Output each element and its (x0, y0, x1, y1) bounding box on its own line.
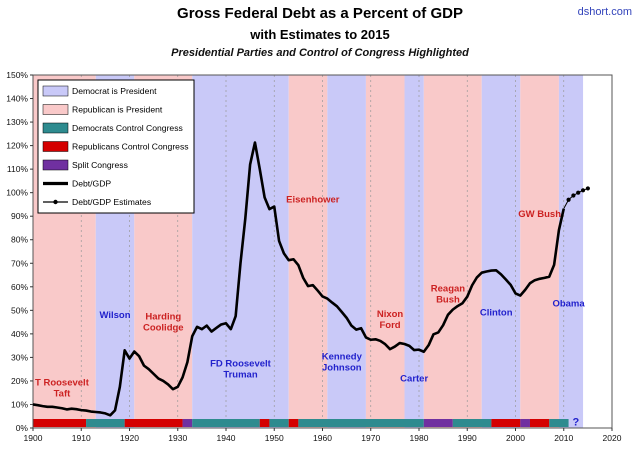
y-axis-label: 50% (11, 305, 28, 315)
y-axis-label: 20% (11, 376, 28, 386)
legend-item-label: Democrat is President (72, 86, 157, 96)
y-axis-label: 80% (11, 235, 28, 245)
y-axis-label: 110% (7, 164, 29, 174)
president-label-harding-coolidge: Coolidge (143, 323, 184, 334)
president-label-t-roosevelt-taft: T Roosevelt (35, 377, 90, 388)
legend-item-label: Debt/GDP Estimates (72, 197, 151, 207)
y-axis-label: 40% (11, 329, 28, 339)
legend-item-label: Republicans Control Congress (72, 142, 189, 152)
congress-segment (491, 419, 521, 427)
y-axis-label: 0% (16, 423, 29, 433)
y-axis-label: 10% (11, 399, 28, 409)
legend-item-label: Democrats Control Congress (72, 123, 183, 133)
x-axis-label: 1980 (410, 433, 429, 443)
president-label-carter: Carter (400, 374, 428, 385)
president-band (481, 75, 521, 428)
president-label-t-roosevelt-taft: Taft (54, 388, 72, 399)
y-axis-label: 150% (6, 70, 28, 80)
congress-segment (33, 419, 87, 427)
chart-title: Gross Federal Debt as a Percent of GDP (177, 5, 463, 22)
president-band (327, 75, 366, 428)
congress-segment (288, 419, 299, 427)
estimate-point (580, 188, 586, 193)
x-axis-label: 1910 (72, 433, 91, 443)
president-label-harding-coolidge: Harding (145, 312, 181, 323)
x-axis-label: 1990 (458, 433, 477, 443)
x-axis-label: 2010 (554, 433, 573, 443)
legend-item-label: Split Congress (72, 160, 128, 170)
chart-subtitle: with Estimates to 2015 (250, 27, 390, 42)
congress-segment (549, 419, 569, 427)
congress-segment (192, 419, 260, 427)
president-band (423, 75, 482, 428)
estimate-point (576, 190, 581, 195)
president-band (520, 75, 559, 428)
president-label-nixon-ford: Ford (379, 320, 400, 331)
president-label-reagan-bush: Reagan (431, 283, 466, 294)
congress-unknown-label: ? (572, 417, 579, 429)
congress-segment (520, 419, 530, 427)
president-band (288, 75, 328, 428)
y-axis-label: 90% (11, 211, 28, 221)
president-label-nixon-ford: Nixon (377, 309, 404, 320)
legend-swatch (42, 159, 69, 171)
president-label-gw-bush: GW Bush (518, 209, 561, 220)
president-band (404, 75, 424, 428)
x-axis-label: 1900 (24, 433, 43, 443)
legend-swatch (42, 141, 69, 152)
congress-segment (298, 419, 424, 427)
legend-item-label: Republican is President (72, 105, 163, 115)
congress-segment (529, 419, 550, 427)
x-axis-label: 1960 (313, 433, 332, 443)
x-axis-label: 1940 (217, 433, 236, 443)
x-axis-label: 1920 (120, 433, 139, 443)
x-axis-label: 2020 (603, 433, 622, 443)
president-label-eisenhower: Eisenhower (286, 195, 340, 206)
y-axis-label: 100% (6, 188, 28, 198)
legend-swatch (42, 122, 69, 134)
estimate-point (585, 186, 590, 191)
legend-swatch (42, 85, 69, 97)
president-band (365, 75, 405, 428)
president-label-fd-roosevelt-truman: Truman (223, 370, 258, 381)
president-label-obama: Obama (552, 298, 585, 309)
congress-segment (269, 419, 289, 427)
president-label-clinton: Clinton (480, 308, 513, 319)
estimate-point (566, 197, 571, 202)
congress-segment (124, 419, 183, 427)
x-axis-label: 1950 (265, 433, 284, 443)
president-band (558, 75, 584, 428)
congress-segment (182, 419, 193, 427)
x-axis-label: 2000 (506, 433, 525, 443)
x-axis-label: 1930 (168, 433, 187, 443)
president-label-kennedy-johnson: Kennedy (322, 352, 363, 363)
y-axis-label: 60% (11, 282, 28, 292)
chart-caption: Presidential Parties and Control of Cong… (171, 47, 469, 59)
legend-item-label: Debt/GDP (72, 179, 111, 189)
y-axis-label: 130% (6, 117, 28, 127)
president-label-kennedy-johnson: Johnson (322, 363, 362, 374)
brand-link[interactable]: dshort.com (577, 6, 632, 18)
legend-marker-dot (53, 199, 58, 205)
congress-segment (423, 419, 453, 427)
congress-segment (452, 419, 492, 427)
president-label-reagan-bush: Bush (436, 294, 460, 305)
congress-segment (259, 419, 270, 427)
estimate-point (571, 193, 576, 198)
y-axis-label: 140% (6, 94, 28, 104)
legend-swatch (42, 104, 69, 115)
x-axis-label: 1970 (361, 433, 380, 443)
y-axis-label: 30% (11, 352, 28, 362)
president-label-fd-roosevelt-truman: FD Roosevelt (210, 359, 272, 370)
y-axis-label: 120% (6, 141, 28, 151)
debt-gdp-line (32, 141, 566, 417)
congress-segment (86, 419, 125, 427)
y-axis-label: 70% (11, 258, 28, 268)
president-label-wilson: Wilson (99, 310, 130, 321)
